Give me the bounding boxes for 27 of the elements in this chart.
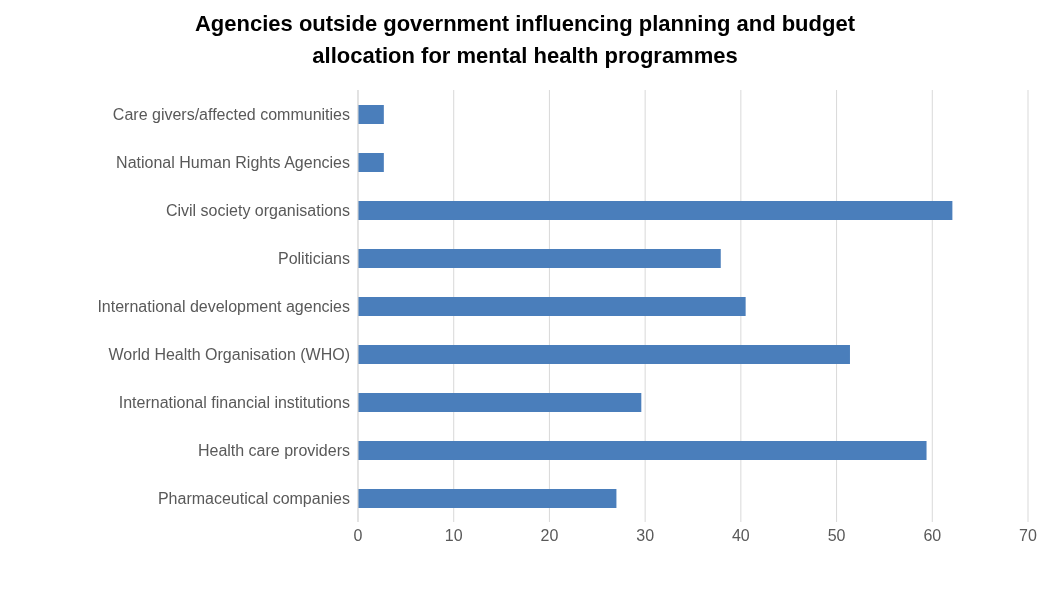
x-tick-label: 30 — [636, 527, 655, 545]
x-tick-label: 0 — [353, 527, 363, 545]
y-tick-label: Pharmaceutical companies — [157, 489, 350, 507]
y-tick-label: Care givers/affected communities — [112, 105, 350, 123]
bar — [358, 345, 850, 364]
y-tick-label: Politicians — [277, 249, 350, 267]
bar — [358, 441, 927, 460]
y-tick-label: International development agencies — [97, 297, 350, 315]
x-tick-label: 10 — [444, 527, 463, 545]
x-tick-label: 50 — [827, 527, 846, 545]
bar — [358, 297, 746, 316]
bar — [358, 153, 384, 172]
chart-title: Agencies outside government influencing planning and budget allocation for mental health programmes — [193, 10, 856, 70]
x-tick-label: 20 — [540, 527, 559, 545]
bar — [358, 489, 617, 508]
bar — [358, 105, 384, 124]
bar — [358, 201, 953, 220]
x-tick-label: 60 — [923, 527, 942, 545]
y-tick-label: International financial institutions — [118, 393, 350, 411]
bar — [358, 249, 721, 268]
y-tick-label: Health care providers — [197, 441, 350, 459]
x-tick-label: 70 — [1019, 527, 1037, 545]
bar — [358, 393, 642, 412]
y-tick-label: Civil society organisations — [165, 201, 350, 219]
y-tick-label: National Human Rights Agencies — [116, 153, 350, 171]
x-tick-label: 40 — [731, 527, 750, 545]
y-tick-label: World Health Organisation (WHO) — [108, 345, 350, 363]
